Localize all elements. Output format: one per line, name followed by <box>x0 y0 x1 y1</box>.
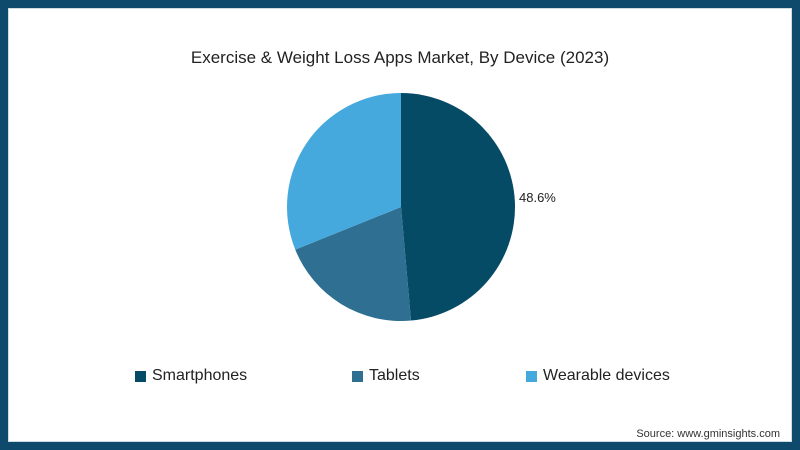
source-note: Source: www.gminsights.com <box>636 428 780 440</box>
legend-swatch-tablets <box>352 370 363 382</box>
legend-label: Wearable devices <box>543 367 670 384</box>
pie-slice-tablets <box>295 207 412 322</box>
legend-item-wearables: Wearable devices <box>526 367 670 385</box>
legend: Smartphones Tablets Wearable devices <box>0 367 800 387</box>
legend-swatch-smartphones <box>135 370 146 382</box>
pie-slice-wearables <box>286 93 401 250</box>
legend-swatch-wearables <box>526 370 537 382</box>
legend-label: Tablets <box>369 367 420 384</box>
chart-title: Exercise & Weight Loss Apps Market, By D… <box>190 48 610 67</box>
legend-item-tablets: Tablets <box>352 367 420 385</box>
pie-slice-smartphones <box>401 93 516 321</box>
data-label-smartphones: 48.6% <box>519 190 556 205</box>
legend-item-smartphones: Smartphones <box>135 367 247 385</box>
legend-label: Smartphones <box>152 367 248 384</box>
